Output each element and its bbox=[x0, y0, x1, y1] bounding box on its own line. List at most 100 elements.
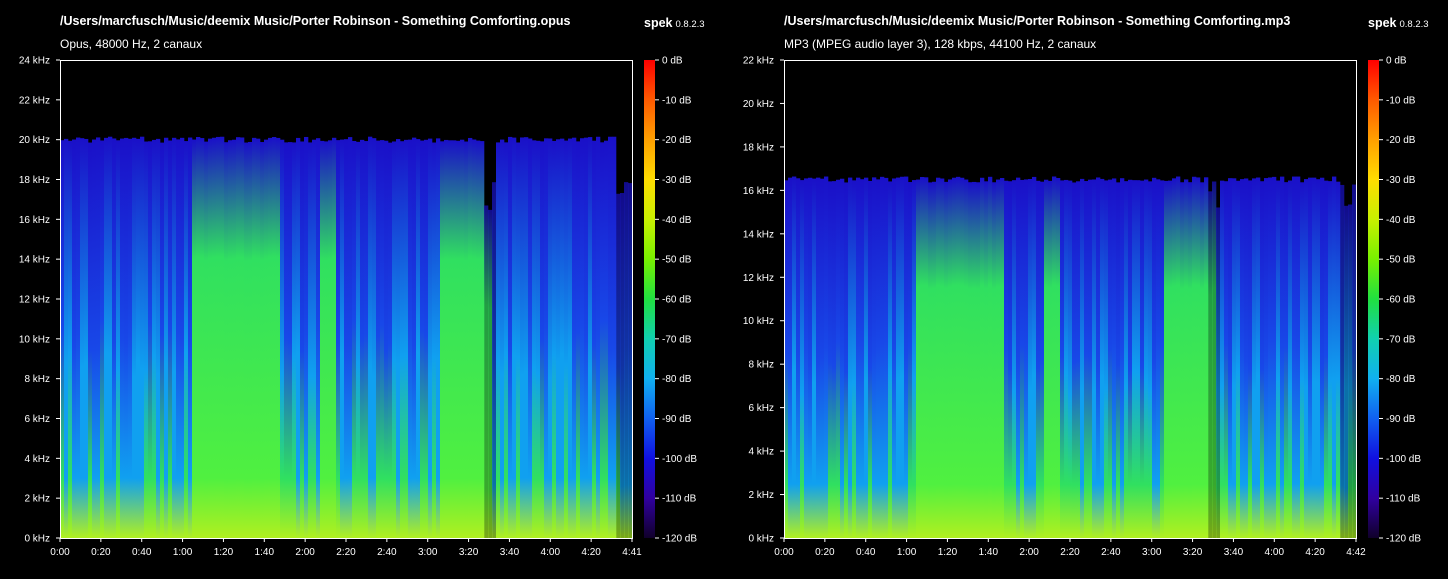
db-tick-label: -50 dB bbox=[1386, 255, 1416, 266]
time-tick-label: 2:00 bbox=[295, 547, 315, 558]
spectrum-column bbox=[784, 180, 789, 539]
spectrum-column bbox=[1248, 180, 1253, 538]
spectrum-column bbox=[980, 177, 985, 538]
spectrum-column bbox=[316, 138, 321, 538]
spectrum-column bbox=[568, 138, 573, 538]
spectrum-column bbox=[604, 140, 609, 538]
spectrum-column bbox=[1020, 179, 1025, 538]
spectrum-column bbox=[884, 177, 889, 538]
db-tick-label: -70 dB bbox=[662, 334, 692, 345]
spectrum-column bbox=[1092, 179, 1097, 538]
spectrum-column bbox=[440, 141, 445, 538]
spectrum-column bbox=[496, 142, 501, 538]
spectrum-column bbox=[544, 138, 549, 538]
spectrum-column bbox=[628, 183, 633, 538]
spectrum-column bbox=[312, 139, 317, 538]
spectrum-column bbox=[1172, 178, 1177, 538]
spectrum-column bbox=[1220, 180, 1225, 539]
frequency-tick-label: 6 kHz bbox=[748, 403, 774, 414]
spectrum-column bbox=[500, 139, 505, 538]
spectrum-column bbox=[256, 138, 261, 539]
spectrum-column bbox=[1044, 179, 1049, 538]
frequency-tick-label: 0 kHz bbox=[24, 534, 50, 545]
spectrum-column bbox=[804, 178, 809, 538]
spectrogram-area bbox=[784, 176, 1357, 539]
spectrum-column bbox=[612, 136, 617, 539]
spectrum-column bbox=[352, 140, 357, 538]
spectrum-column bbox=[880, 176, 885, 538]
frequency-tick-label: 10 kHz bbox=[743, 316, 774, 327]
spectrum-column bbox=[836, 179, 841, 538]
db-tick-label: -30 dB bbox=[662, 175, 692, 186]
spectrum-column bbox=[620, 193, 625, 538]
spectrum-column bbox=[984, 181, 989, 539]
frequency-tick-label: 24 kHz bbox=[19, 56, 50, 67]
spectrum-column bbox=[872, 177, 877, 538]
file-format-info: Opus, 48000 Hz, 2 canaux bbox=[60, 37, 203, 51]
time-tick-label: 1:00 bbox=[173, 547, 193, 558]
spectrum-column bbox=[120, 138, 125, 538]
spectrum-column bbox=[904, 176, 909, 538]
spectrum-column bbox=[332, 137, 337, 538]
spectrogram-area bbox=[60, 136, 633, 539]
spectrum-column bbox=[160, 142, 165, 538]
spectrum-column bbox=[540, 141, 545, 538]
spectrum-column bbox=[1228, 178, 1233, 538]
spectrum-column bbox=[380, 140, 385, 539]
spectrum-column bbox=[1252, 178, 1257, 538]
spectrum-column bbox=[580, 138, 585, 538]
spectrum-column bbox=[812, 178, 817, 539]
spectrum-column bbox=[244, 142, 249, 538]
spectrum-column bbox=[1340, 184, 1345, 538]
spectrum-column bbox=[1196, 177, 1201, 539]
spectrum-column bbox=[416, 139, 421, 538]
spectrum-column bbox=[1100, 178, 1105, 538]
spectrum-column bbox=[1288, 180, 1293, 538]
spectrum-column bbox=[1036, 180, 1041, 538]
time-tick-label: 2:20 bbox=[336, 547, 356, 558]
time-tick-label: 1:40 bbox=[255, 547, 275, 558]
spectrum-column bbox=[336, 140, 341, 538]
spectrum-column bbox=[300, 141, 305, 538]
spectrum-column bbox=[852, 180, 857, 538]
spectrum-column bbox=[504, 142, 509, 538]
spectrum-column bbox=[1096, 177, 1101, 538]
spectrum-column bbox=[60, 140, 65, 538]
spectrum-column bbox=[600, 142, 605, 538]
spectrum-column bbox=[264, 139, 269, 539]
spectrum-column bbox=[1012, 180, 1017, 538]
db-tick-label: -110 dB bbox=[1386, 494, 1421, 505]
spectrum-column bbox=[808, 177, 813, 538]
time-axis: 0:00 0:20 0:40 1:00 1:20 1:40 2:00 2:20 2:40 3:00… bbox=[774, 538, 1366, 558]
spectrogram-opus: 0 kHz 2 kHz 4 kHz 6 kHz 8 kHz 10 kHz 12 kHz 14 … bbox=[19, 56, 697, 559]
spectrum-column bbox=[320, 140, 325, 538]
spectrum-column bbox=[112, 138, 117, 539]
spectrum-column bbox=[356, 141, 361, 538]
spectrum-column bbox=[456, 140, 461, 539]
frequency-tick-label: 20 kHz bbox=[743, 99, 774, 110]
spectrum-column bbox=[912, 180, 917, 539]
frequency-tick-label: 14 kHz bbox=[743, 229, 774, 240]
spectrum-column bbox=[936, 177, 941, 538]
spectrum-column bbox=[520, 137, 525, 538]
time-tick-label: 4:20 bbox=[1305, 547, 1325, 558]
spek-brand: spek 0.8.2.3 bbox=[1368, 14, 1429, 32]
spectrum-column bbox=[1052, 176, 1057, 538]
spectrum-column bbox=[1312, 177, 1317, 539]
spectrogram-mp3: 0 kHz 2 kHz 4 kHz 6 kHz 8 kHz 10 kHz 12 kHz 14 … bbox=[743, 56, 1421, 559]
spectrum-column bbox=[176, 139, 181, 538]
frequency-tick-label: 22 kHz bbox=[19, 95, 50, 106]
spectrum-column bbox=[548, 138, 553, 538]
spectrum-column bbox=[392, 141, 397, 538]
time-tick-label: 0:00 bbox=[50, 547, 70, 558]
spectrum-column bbox=[488, 209, 493, 538]
time-tick-label: 3:40 bbox=[1224, 547, 1244, 558]
spectrum-column bbox=[944, 181, 949, 538]
spectrum-column bbox=[148, 141, 153, 538]
spectrum-column bbox=[972, 181, 977, 538]
spectrum-column bbox=[1344, 205, 1349, 538]
time-tick-label: 3:20 bbox=[459, 547, 479, 558]
spectrum-column bbox=[1204, 177, 1209, 539]
spectrum-column bbox=[324, 141, 329, 538]
spectrum-column bbox=[484, 205, 489, 538]
